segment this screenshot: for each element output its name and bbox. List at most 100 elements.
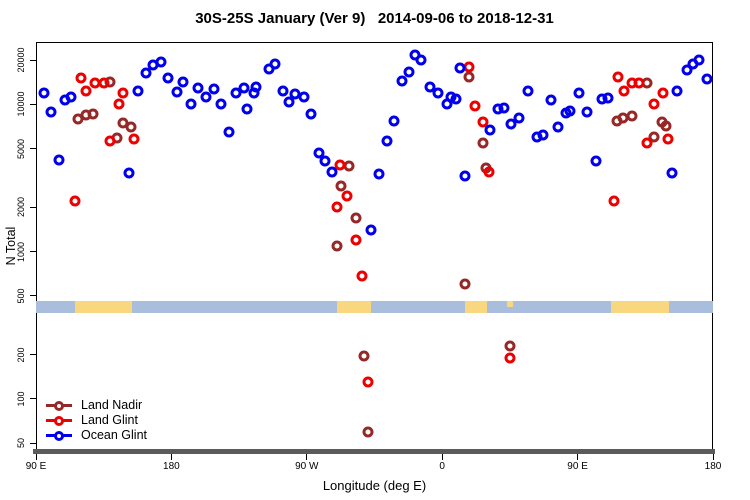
point-ocean-glint xyxy=(424,81,436,93)
point-ocean-glint xyxy=(552,121,564,133)
legend-item-land_nadir: Land Nadir xyxy=(46,398,147,413)
point-ocean-glint xyxy=(573,87,585,99)
y-axis-tick xyxy=(30,251,36,253)
point-ocean-glint xyxy=(564,105,576,117)
point-ocean-glint xyxy=(396,75,408,87)
point-land-glint xyxy=(612,71,624,83)
point-ocean-glint xyxy=(140,67,152,79)
map-band-ocean xyxy=(669,301,713,313)
point-ocean-glint xyxy=(223,126,235,138)
point-ocean-glint xyxy=(200,91,212,103)
point-ocean-glint xyxy=(505,118,517,130)
x-tick-label: 180 xyxy=(704,461,722,472)
point-ocean-glint xyxy=(38,87,50,99)
point-ocean-glint xyxy=(381,135,393,147)
point-ocean-glint xyxy=(326,166,338,178)
point-land-glint xyxy=(113,98,125,110)
point-land-nadir xyxy=(504,340,516,352)
point-ocean-glint xyxy=(132,85,144,97)
y-axis-tick xyxy=(30,206,36,208)
y-tick-label: 10000 xyxy=(16,91,26,117)
point-ocean-glint xyxy=(671,85,683,97)
map-band-ocean xyxy=(132,301,337,313)
map-band-ocean xyxy=(512,301,611,313)
legend-label: Land Glint xyxy=(81,413,138,427)
legend-item-ocean_glint: Ocean Glint xyxy=(46,428,147,443)
point-land-glint xyxy=(483,166,495,177)
legend-label: Land Nadir xyxy=(81,398,143,412)
point-ocean-glint xyxy=(192,82,204,94)
y-tick-label: 1000 xyxy=(16,241,26,262)
point-ocean-glint xyxy=(459,170,471,182)
map-band-land xyxy=(336,301,372,313)
point-land-glint xyxy=(98,77,110,89)
point-land-nadir xyxy=(362,426,374,438)
land_glint-marker-icon xyxy=(46,415,72,426)
y-axis-tick xyxy=(30,295,36,297)
point-ocean-glint xyxy=(215,98,227,110)
x-tick-label: 90 E xyxy=(567,461,588,472)
point-ocean-glint xyxy=(590,155,602,167)
point-land-glint xyxy=(648,98,660,110)
point-ocean-glint xyxy=(238,82,250,94)
point-ocean-glint xyxy=(432,87,444,99)
y-tick-label: 200 xyxy=(16,347,26,363)
point-land-glint xyxy=(356,270,368,282)
point-land-glint xyxy=(504,352,516,364)
point-land-nadir xyxy=(125,121,137,133)
point-land-glint xyxy=(80,85,92,97)
map-band-ocean xyxy=(487,301,507,313)
point-ocean-glint xyxy=(693,54,705,66)
y-tick-label: 100 xyxy=(16,391,26,407)
x-axis-bar xyxy=(33,449,715,454)
point-ocean-glint xyxy=(319,155,331,167)
point-land-glint xyxy=(117,87,129,99)
point-ocean-glint xyxy=(522,85,534,97)
y-tick-label: 5000 xyxy=(16,138,26,159)
point-land-nadir xyxy=(335,180,347,192)
map-band-land xyxy=(610,301,670,313)
point-land-glint xyxy=(477,116,489,128)
point-ocean-glint xyxy=(208,83,220,95)
point-land-nadir xyxy=(648,131,660,143)
point-ocean-glint xyxy=(450,93,462,105)
point-land-glint xyxy=(341,190,353,202)
point-ocean-glint xyxy=(498,102,510,114)
point-ocean-glint xyxy=(313,147,325,159)
x-axis-tick xyxy=(577,454,579,460)
point-land-glint xyxy=(657,87,669,99)
ocean_glint-marker-icon xyxy=(46,430,72,441)
land_nadir-marker-icon xyxy=(46,400,72,411)
map-band-land xyxy=(464,301,488,313)
y-axis-tick xyxy=(30,354,36,356)
point-ocean-glint xyxy=(545,94,557,106)
point-land-nadir xyxy=(350,212,362,224)
point-land-glint xyxy=(469,100,481,112)
point-ocean-glint xyxy=(162,72,174,84)
point-land-glint xyxy=(608,195,620,207)
point-land-glint xyxy=(331,201,343,213)
point-ocean-glint xyxy=(155,56,167,68)
point-ocean-glint xyxy=(123,167,135,179)
map-band-ocean xyxy=(36,301,76,313)
point-ocean-glint xyxy=(269,58,281,70)
point-land-glint xyxy=(69,195,81,207)
point-ocean-glint xyxy=(230,87,242,99)
point-ocean-glint xyxy=(415,54,427,66)
y-tick-label: 2000 xyxy=(16,197,26,218)
point-land-nadir xyxy=(87,108,99,120)
point-ocean-glint xyxy=(277,85,289,97)
y-axis-tick xyxy=(30,398,36,400)
legend: Land Nadir Land Glint Ocean Glint xyxy=(46,398,147,443)
map-band-land xyxy=(506,301,513,307)
point-ocean-glint xyxy=(484,124,496,136)
point-land-glint xyxy=(662,133,674,145)
point-land-glint xyxy=(128,133,140,145)
point-ocean-glint xyxy=(45,106,57,118)
point-ocean-glint xyxy=(65,91,77,103)
point-ocean-glint xyxy=(602,92,614,104)
point-ocean-glint xyxy=(171,86,183,98)
point-ocean-glint xyxy=(373,168,385,180)
x-tick-label: 90 E xyxy=(25,461,47,472)
